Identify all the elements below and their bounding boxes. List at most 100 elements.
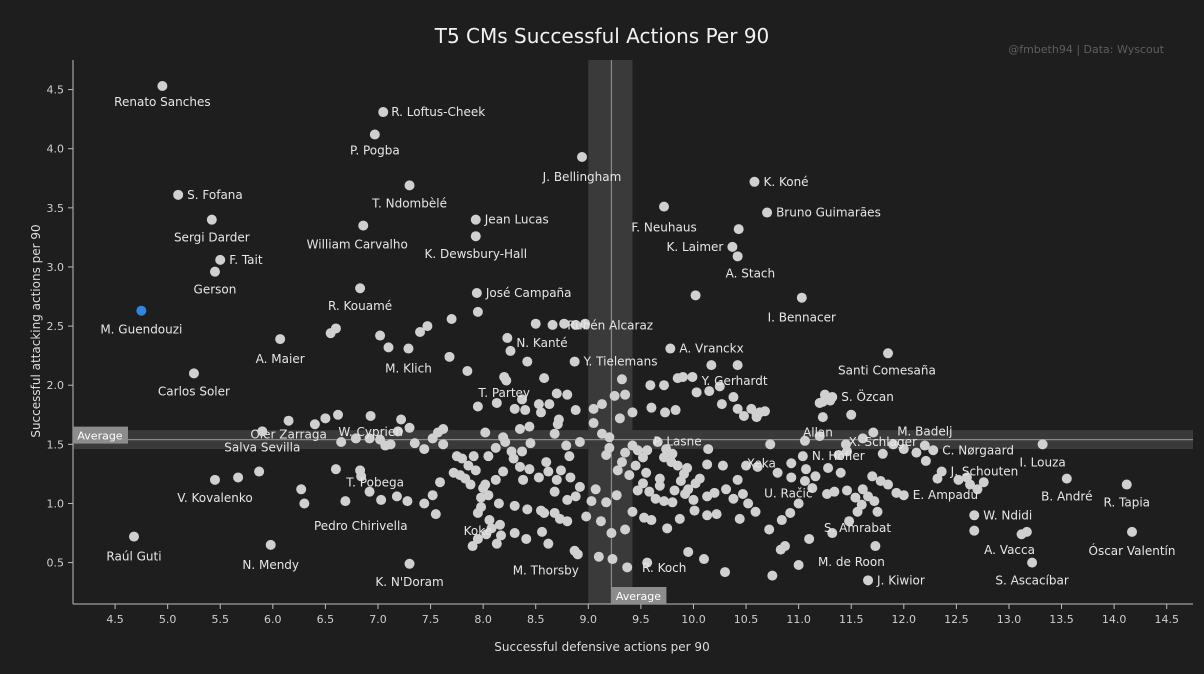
data-point	[472, 306, 483, 317]
average-x-band	[588, 60, 633, 604]
data-point	[751, 412, 762, 423]
point-label-carlos-soler: Carlos Soler	[158, 384, 230, 398]
data-point	[607, 554, 618, 565]
data-point	[720, 567, 731, 578]
data-point	[559, 318, 570, 329]
data-point	[309, 419, 320, 430]
data-point	[514, 461, 525, 472]
data-point	[375, 434, 386, 445]
data-point	[233, 472, 244, 483]
data-point	[561, 440, 572, 451]
point-label-c-n-rgaard: C. Nørgaard	[942, 443, 1014, 457]
data-point	[491, 538, 502, 549]
data-point	[299, 498, 310, 509]
data-point	[415, 327, 426, 337]
point-label-p-lasne: P. Lasne	[653, 434, 701, 448]
point-label-oier-zarraga: Oier Zarraga	[250, 428, 326, 442]
y-tick-label: 3.0	[47, 261, 65, 274]
point-label-j-bellingham: J. Bellingham	[542, 170, 622, 184]
data-point	[553, 414, 564, 425]
data-point	[565, 472, 576, 483]
point-label-n-mendy: N. Mendy	[242, 558, 299, 572]
data-point-pedro-chirivella	[430, 509, 441, 520]
data-point	[562, 494, 573, 505]
data-point	[606, 528, 617, 539]
data-credit: @fmbeth94 | Data: Wyscout	[1008, 43, 1164, 56]
point-label-m-badelj: M. Badelj	[897, 425, 952, 439]
y-tick-label: 4.0	[47, 143, 65, 156]
data-point	[728, 392, 739, 403]
data-point-j-schouten	[936, 466, 947, 477]
data-point	[570, 405, 581, 416]
data-point	[690, 290, 701, 301]
data-point	[800, 464, 811, 475]
point-label-w-ndidi: W. Ndidi	[983, 508, 1032, 522]
point-label-k-dewsbury-hall: K. Dewsbury-Hall	[424, 247, 527, 261]
data-point	[627, 506, 638, 517]
data-point	[728, 493, 739, 504]
data-point	[627, 407, 638, 418]
data-point-m-badelj	[919, 440, 930, 451]
data-point	[521, 533, 532, 544]
data-point	[476, 492, 487, 503]
data-point	[689, 505, 700, 516]
data-point	[533, 399, 544, 410]
data-point	[508, 453, 519, 464]
data-point	[543, 466, 554, 477]
data-point	[463, 460, 474, 471]
data-point	[404, 422, 415, 433]
data-point	[667, 497, 678, 508]
data-point	[842, 485, 853, 496]
data-point	[518, 474, 529, 485]
data-point	[483, 451, 494, 462]
data-point	[468, 451, 479, 462]
data-point	[524, 421, 535, 432]
point-label-k-kone: K. Koné	[763, 175, 808, 189]
data-point-sergi-darder	[206, 214, 217, 225]
data-point	[750, 506, 761, 517]
data-point	[683, 484, 694, 495]
data-point-n-kante	[502, 332, 513, 343]
data-point	[867, 471, 878, 482]
data-point	[549, 507, 560, 518]
data-point	[435, 477, 446, 488]
point-label-n-ho-fler: N. Höfler	[812, 449, 865, 463]
x-tick-label: 13.0	[997, 613, 1022, 626]
data-point	[496, 530, 507, 541]
data-point-v-kovalenko	[209, 474, 220, 485]
data-point	[533, 472, 544, 483]
chart-title: T5 CMs Successful Actions Per 90	[434, 24, 770, 48]
y-axis-label: Successful attacking actions per 90	[29, 224, 43, 438]
data-point	[702, 459, 713, 470]
data-point-santi-comesan-a	[883, 348, 894, 359]
x-tick-label: 12.5	[944, 613, 969, 626]
data-point	[396, 414, 407, 425]
data-point	[402, 496, 413, 507]
data-point	[898, 444, 909, 455]
data-point	[562, 389, 573, 400]
data-point-s-ascaci-bar	[1027, 557, 1038, 568]
data-point	[535, 505, 546, 516]
data-point	[759, 406, 770, 417]
data-point	[659, 380, 670, 391]
data-point	[391, 491, 402, 502]
point-label-xeka: Xeka	[747, 456, 776, 470]
data-point	[817, 412, 828, 423]
data-point	[551, 474, 562, 485]
point-label-k-laimer: K. Laimer	[666, 240, 723, 254]
data-point-a-stach	[732, 251, 743, 262]
data-point	[480, 479, 491, 490]
point-label-bruno-guimara-es: Bruno Guimarães	[776, 206, 881, 220]
data-point	[551, 388, 562, 399]
point-label-jose-campan-a: José Campaña	[485, 286, 572, 300]
point-label-william-carvalho: William Carvalho	[307, 238, 408, 252]
y-tick-label: 0.5	[47, 557, 65, 570]
data-point	[514, 423, 525, 434]
data-point	[714, 381, 725, 392]
point-label-e-ampadu: E. Ampadu	[913, 488, 978, 502]
data-point	[639, 512, 650, 523]
average-x-badge	[611, 587, 667, 604]
data-point	[254, 466, 265, 477]
data-point	[969, 525, 980, 536]
